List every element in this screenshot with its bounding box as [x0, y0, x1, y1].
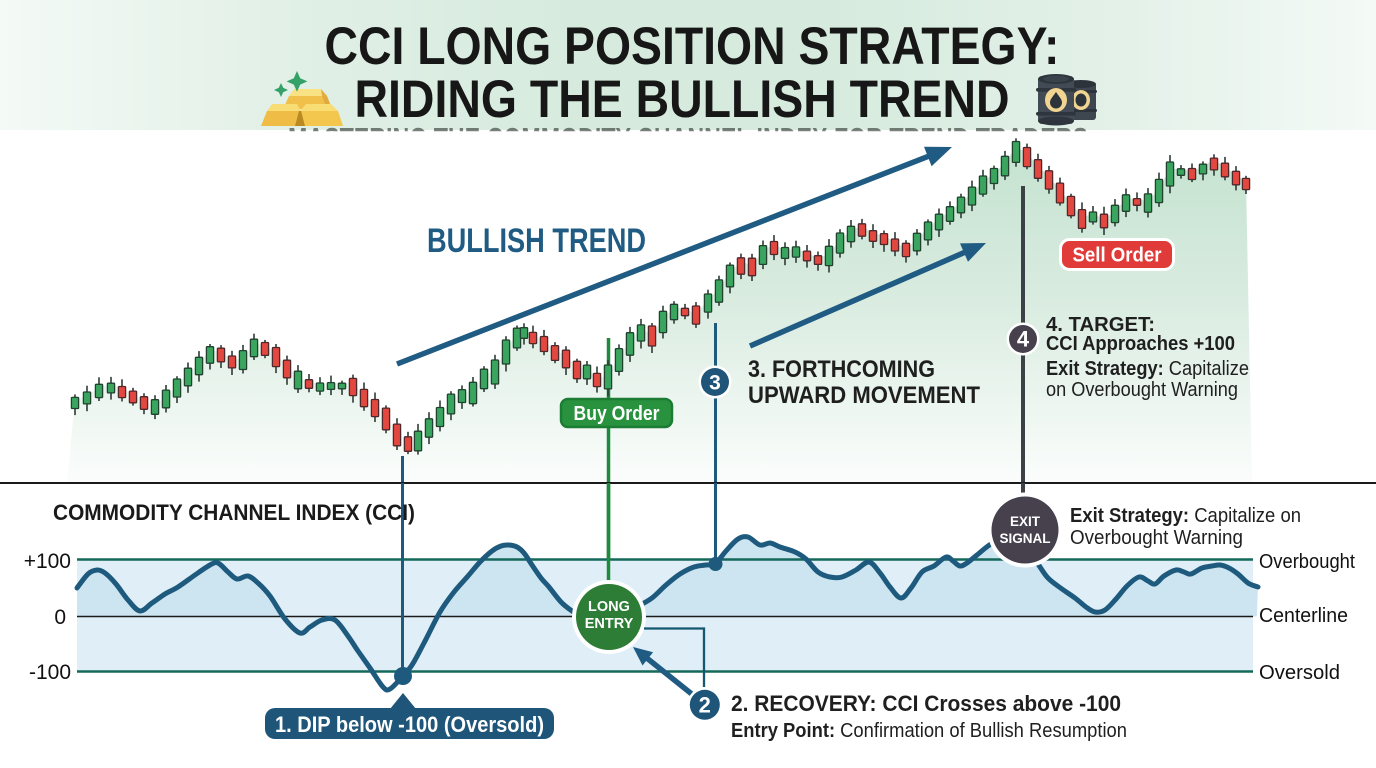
- svg-text:3. FORTHCOMING: 3. FORTHCOMING: [748, 356, 935, 383]
- svg-text:COMMODITY CHANNEL INDEX (CCI): COMMODITY CHANNEL INDEX (CCI): [53, 500, 415, 525]
- svg-text:MASTERING THE COMMODITY CHANNE: MASTERING THE COMMODITY CHANNEL INDEX FO…: [288, 122, 1088, 158]
- svg-text:+100: +100: [24, 550, 71, 573]
- svg-text:Exit Strategy: Capitalize: Exit Strategy: Capitalize: [1046, 358, 1249, 380]
- svg-text:Sell Order: Sell Order: [1073, 245, 1162, 267]
- svg-text:ENTRY: ENTRY: [585, 616, 634, 632]
- svg-text:4. TARGET:: 4. TARGET:: [1046, 314, 1155, 336]
- svg-text:1. DIP below -100 (Oversold): 1. DIP below -100 (Oversold): [275, 712, 544, 737]
- svg-text:-100: -100: [29, 661, 71, 684]
- svg-text:LONG: LONG: [588, 599, 630, 615]
- svg-text:Exit Strategy: Capitalize on: Exit Strategy: Capitalize on: [1070, 505, 1301, 527]
- svg-text:Oversold: Oversold: [1259, 662, 1340, 684]
- svg-text:Overbought: Overbought: [1259, 551, 1355, 573]
- svg-text:CCI LONG POSITION STRATEGY:: CCI LONG POSITION STRATEGY:: [325, 17, 1060, 76]
- svg-text:BULLISH TREND: BULLISH TREND: [427, 222, 646, 260]
- svg-text:EXIT: EXIT: [1010, 514, 1041, 529]
- svg-text:SIGNAL: SIGNAL: [999, 531, 1050, 546]
- svg-text:2: 2: [699, 693, 711, 718]
- svg-text:on Overbought Warning: on Overbought Warning: [1046, 379, 1238, 401]
- svg-text:2. RECOVERY: CCI Crosses above: 2. RECOVERY: CCI Crosses above -100: [731, 691, 1121, 716]
- svg-text:Entry Point: Confirmation of B: Entry Point: Confirmation of Bullish Res…: [731, 720, 1127, 742]
- svg-text:0: 0: [54, 606, 66, 629]
- svg-text:RIDING THE BULLISH TREND: RIDING THE BULLISH TREND: [355, 70, 1010, 129]
- svg-text:CCI Approaches +100: CCI Approaches +100: [1046, 333, 1235, 355]
- svg-text:Centerline: Centerline: [1259, 605, 1348, 627]
- svg-text:Overbought Warning: Overbought Warning: [1070, 527, 1243, 549]
- svg-text:Buy Order: Buy Order: [574, 403, 660, 425]
- svg-text:UPWARD MOVEMENT: UPWARD MOVEMENT: [748, 382, 980, 409]
- svg-text:3: 3: [709, 371, 721, 394]
- svg-text:4: 4: [1017, 327, 1030, 352]
